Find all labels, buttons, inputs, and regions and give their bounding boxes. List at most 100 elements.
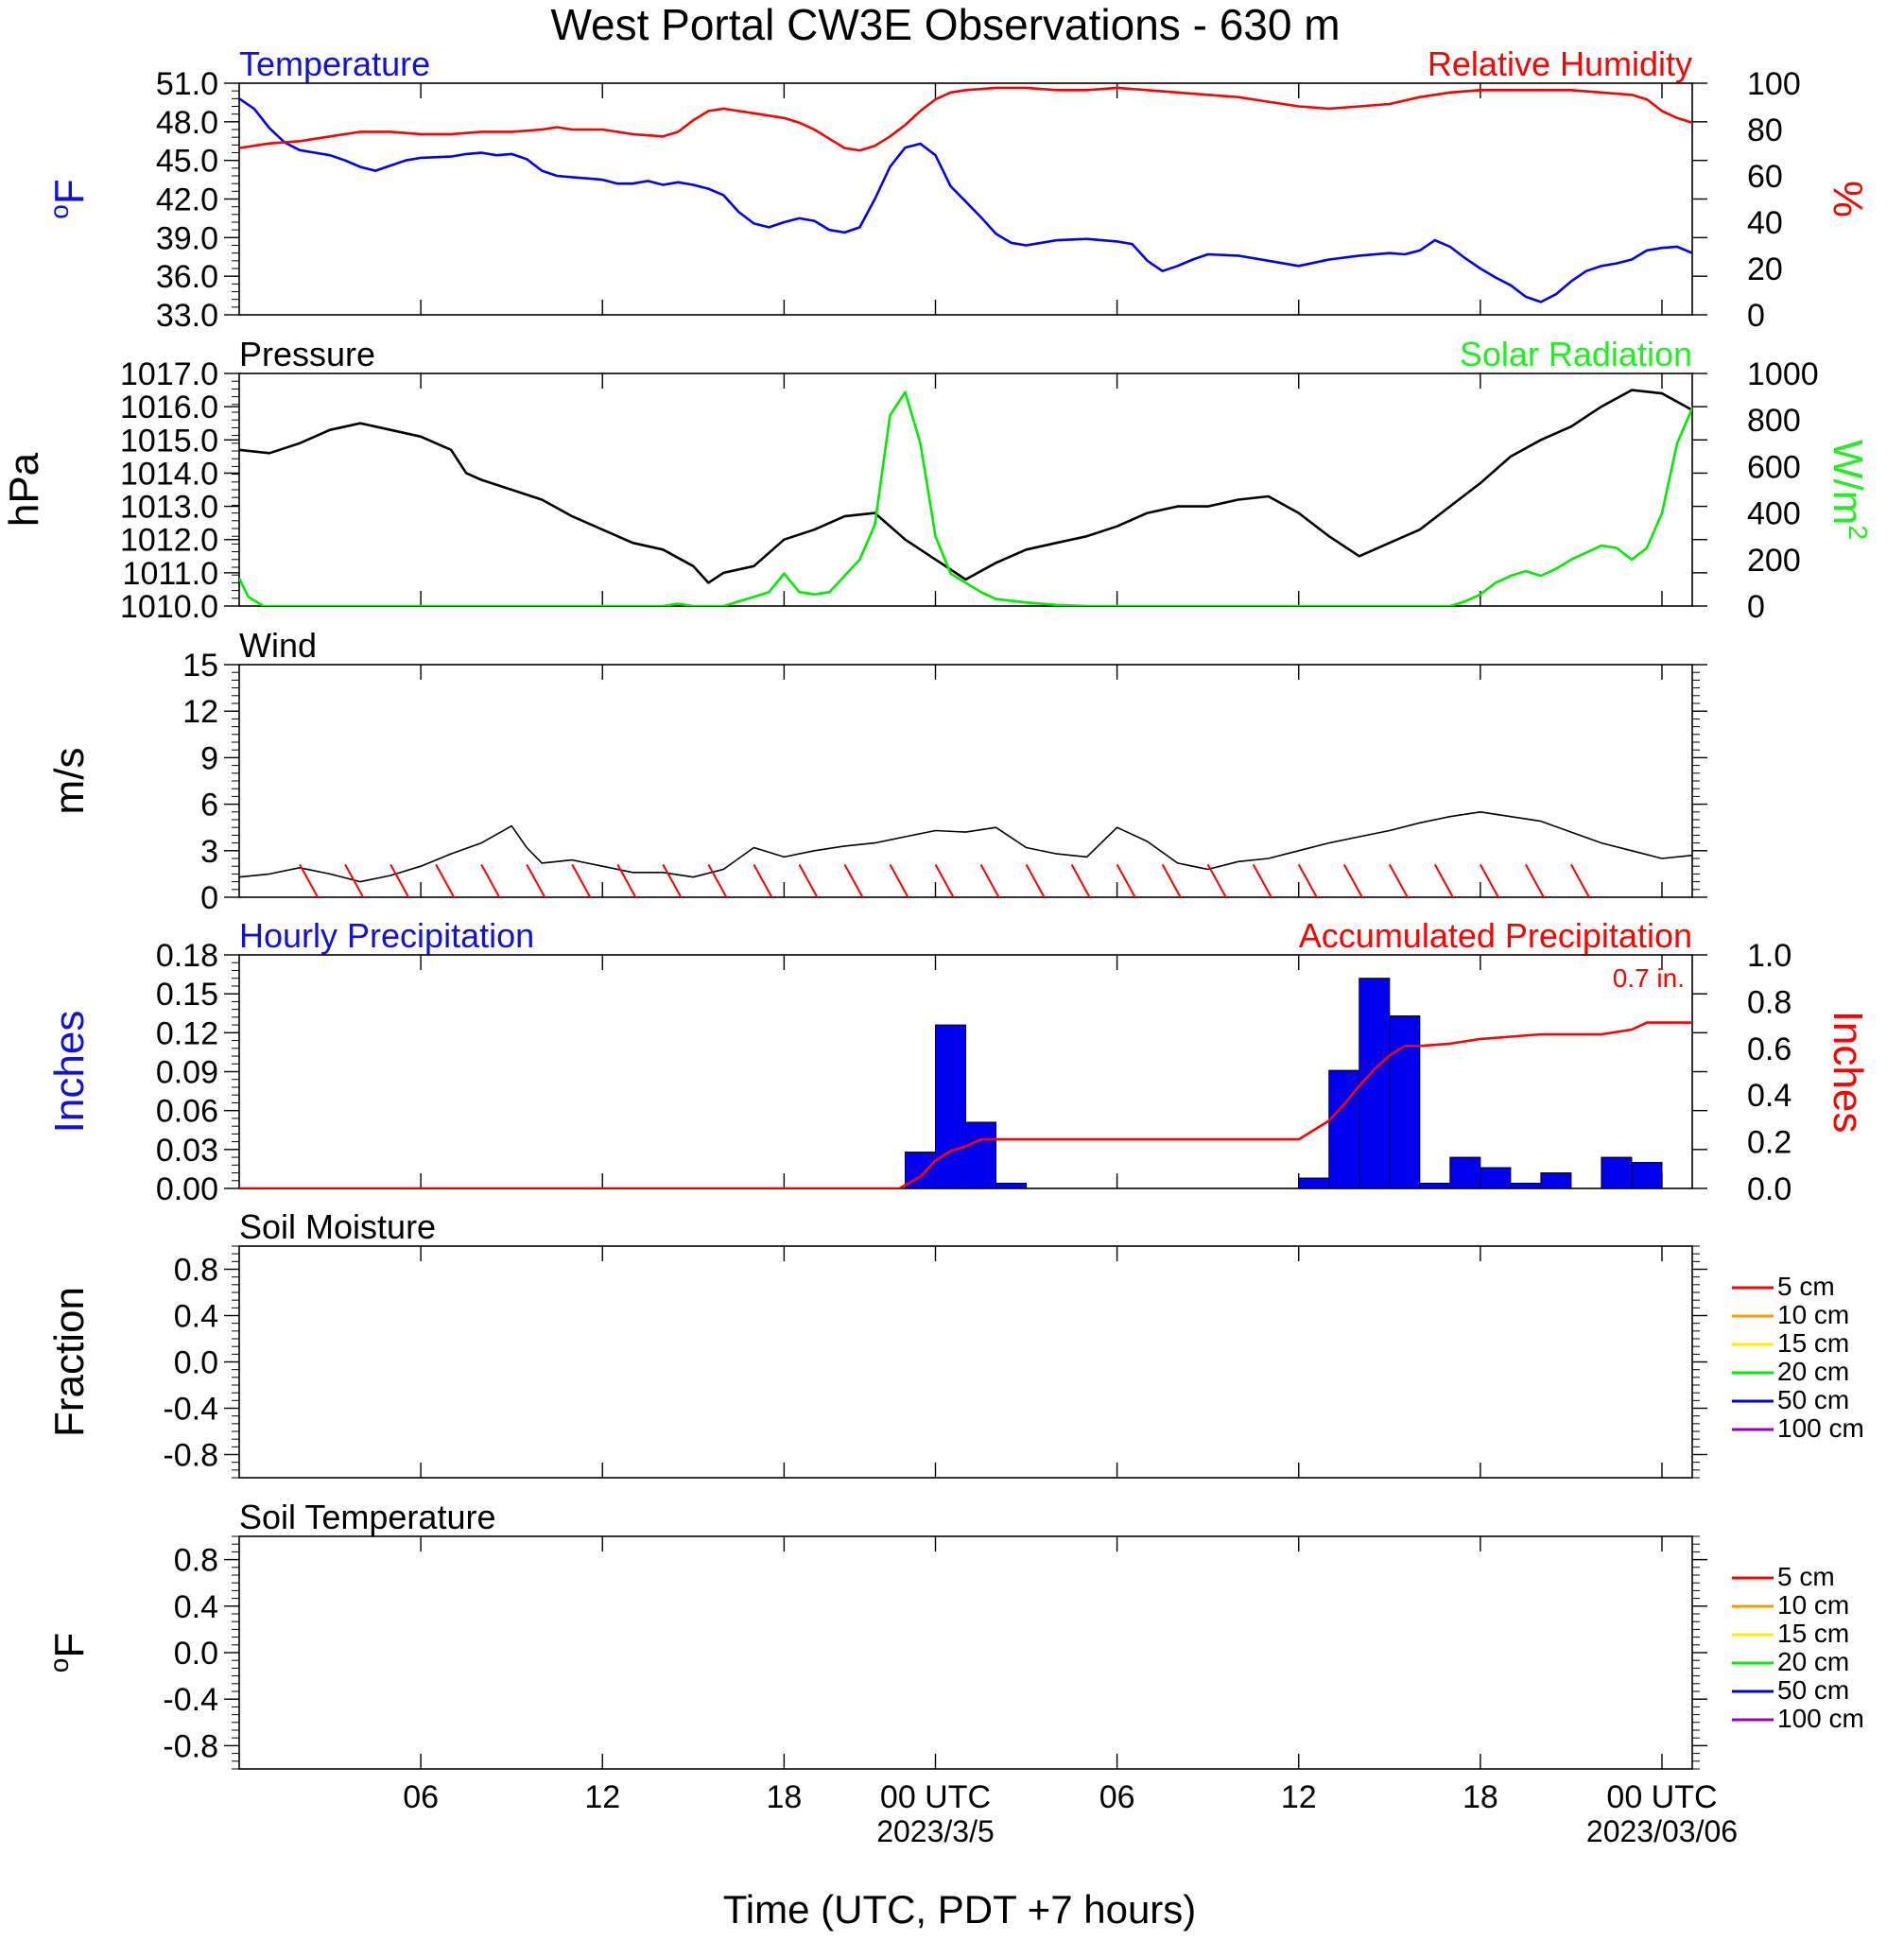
unit-text: F [46, 179, 93, 204]
y-tick-label: 0.18 [156, 938, 218, 974]
wind-barb [616, 863, 637, 897]
y-right-tick-label: 800 [1747, 403, 1801, 439]
precip-bar [1449, 1156, 1481, 1188]
x-tick-label: 06 [403, 1779, 439, 1815]
y-tick-label: 1010.0 [120, 589, 218, 625]
wind-barb [753, 863, 773, 897]
y-tick-label: 0.06 [156, 1094, 218, 1130]
precip-bar [1298, 1177, 1330, 1188]
plot-area [239, 978, 1692, 1188]
legend-label: 5 cm [1777, 1562, 1835, 1591]
y-right-tick-label: 400 [1747, 496, 1801, 532]
wind-barb [934, 863, 955, 897]
precip-bar [1359, 978, 1391, 1188]
y-right-tick-label: 0.2 [1747, 1125, 1791, 1161]
unit-superscript: o [44, 1658, 74, 1673]
y-right-tick-label: 20 [1747, 251, 1783, 287]
plot-area [239, 86, 1692, 303]
plot-area [239, 389, 1692, 606]
panel-pressure_solar: 1017.01016.01015.01014.01013.01012.01011… [1, 335, 1873, 625]
wind-barb [1116, 863, 1136, 897]
y-tick-label: 36.0 [156, 259, 218, 295]
y-tick-label: -0.8 [163, 1728, 218, 1764]
wind-barb [889, 863, 909, 897]
legend-label: 100 cm [1777, 1704, 1864, 1733]
legend-label: 15 cm [1777, 1619, 1849, 1648]
legend-label: 100 cm [1777, 1413, 1864, 1443]
right-unit-label: % [1825, 181, 1871, 217]
y-tick-label: 0.00 [156, 1171, 218, 1207]
left-unit-label: oF [44, 1633, 93, 1672]
y-tick-label: 51.0 [156, 66, 218, 102]
precip-bar [934, 1024, 967, 1188]
plot-frame [238, 1535, 1693, 1770]
x-tick-label: 18 [1463, 1779, 1498, 1815]
wind-barb [1161, 863, 1182, 897]
y-tick-label: -0.4 [163, 1392, 218, 1428]
wind-barb [480, 863, 501, 897]
left-unit-label: Fraction [46, 1287, 93, 1437]
wind-barb [1388, 863, 1409, 897]
wind-barb [344, 863, 365, 897]
left-unit-label: hPa [1, 452, 47, 527]
chart-title: West Portal CW3E Observations - 630 m [550, 0, 1340, 49]
unit-text: W/m [1825, 440, 1871, 525]
unit-superscript: o [44, 204, 74, 219]
y-tick-label: 0.12 [156, 1015, 218, 1051]
wind-barb [798, 863, 819, 897]
y-tick-label: 0.0 [174, 1636, 218, 1672]
y-tick-label: 42.0 [156, 182, 218, 218]
y-tick-label: 9 [200, 740, 218, 776]
legend-label: 50 cm [1777, 1675, 1849, 1705]
x-tick-label: 06 [1099, 1779, 1135, 1815]
y-tick-label: 1011.0 [123, 556, 218, 592]
panel-wind: 15 12 9 6 3 0 Wind m/s [46, 626, 1707, 916]
x-tick-label: 18 [766, 1779, 802, 1815]
y-tick-label: 0.8 [174, 1253, 218, 1289]
unit-superscript: 2 [1843, 525, 1873, 540]
y-tick-label: -0.4 [163, 1682, 218, 1718]
precip-bar [1328, 1069, 1360, 1188]
plot-frame [238, 1245, 1693, 1479]
legend-label: 20 cm [1777, 1647, 1849, 1676]
left-unit-label: oF [44, 179, 93, 218]
x-tick-label: 12 [1281, 1779, 1317, 1815]
wind-barb [662, 863, 683, 897]
y-tick-label: 1013.0 [120, 490, 218, 526]
panel-right-title: Solar Radiation [1460, 335, 1692, 373]
legend-label: 10 cm [1777, 1590, 1849, 1620]
y-tick-label: 48.0 [156, 105, 218, 141]
wind-barb [1070, 863, 1091, 897]
panel-right-title: Accumulated Precipitation [1299, 916, 1692, 955]
wind-barb [1479, 863, 1500, 897]
left-unit-label: m/s [46, 748, 93, 815]
series-line-accumulated-precipitation [239, 1021, 1692, 1188]
unit-text: F [46, 1633, 93, 1658]
y-tick-label: 0.15 [156, 977, 218, 1013]
series-line-temperature [239, 97, 1692, 303]
precip-bar [965, 1121, 997, 1188]
wind-barb [1297, 863, 1318, 897]
legend-label: 50 cm [1777, 1385, 1849, 1414]
wind-barb [571, 863, 592, 897]
wind-barb [526, 863, 546, 897]
x-axis-label: Time (UTC, PDT +7 hours) [723, 1887, 1197, 1932]
wind-barb [1252, 863, 1272, 897]
y-tick-label: 1012.0 [120, 523, 218, 559]
left-unit-label: Inches [46, 1011, 93, 1134]
right-unit-label: W/m2 [1825, 440, 1873, 540]
y-right-tick-label: 0.8 [1747, 984, 1791, 1020]
precip-bar [1631, 1162, 1663, 1188]
precip-bar [1480, 1167, 1512, 1188]
precip-bar [1540, 1172, 1572, 1188]
y-tick-label: 1014.0 [120, 456, 218, 492]
plot-frame [238, 373, 1693, 607]
panel-left-title: Temperature [239, 44, 430, 83]
panels-group: 51.048.045.042.039.036.033.0100806040200… [1, 44, 1873, 1770]
y-right-tick-label: 0.4 [1747, 1078, 1791, 1114]
y-right-tick-label: 600 [1747, 449, 1801, 485]
series-line-solar-radiation [239, 390, 1692, 606]
y-right-tick-label: 80 [1747, 113, 1783, 148]
x-tick-label: 12 [584, 1779, 620, 1815]
